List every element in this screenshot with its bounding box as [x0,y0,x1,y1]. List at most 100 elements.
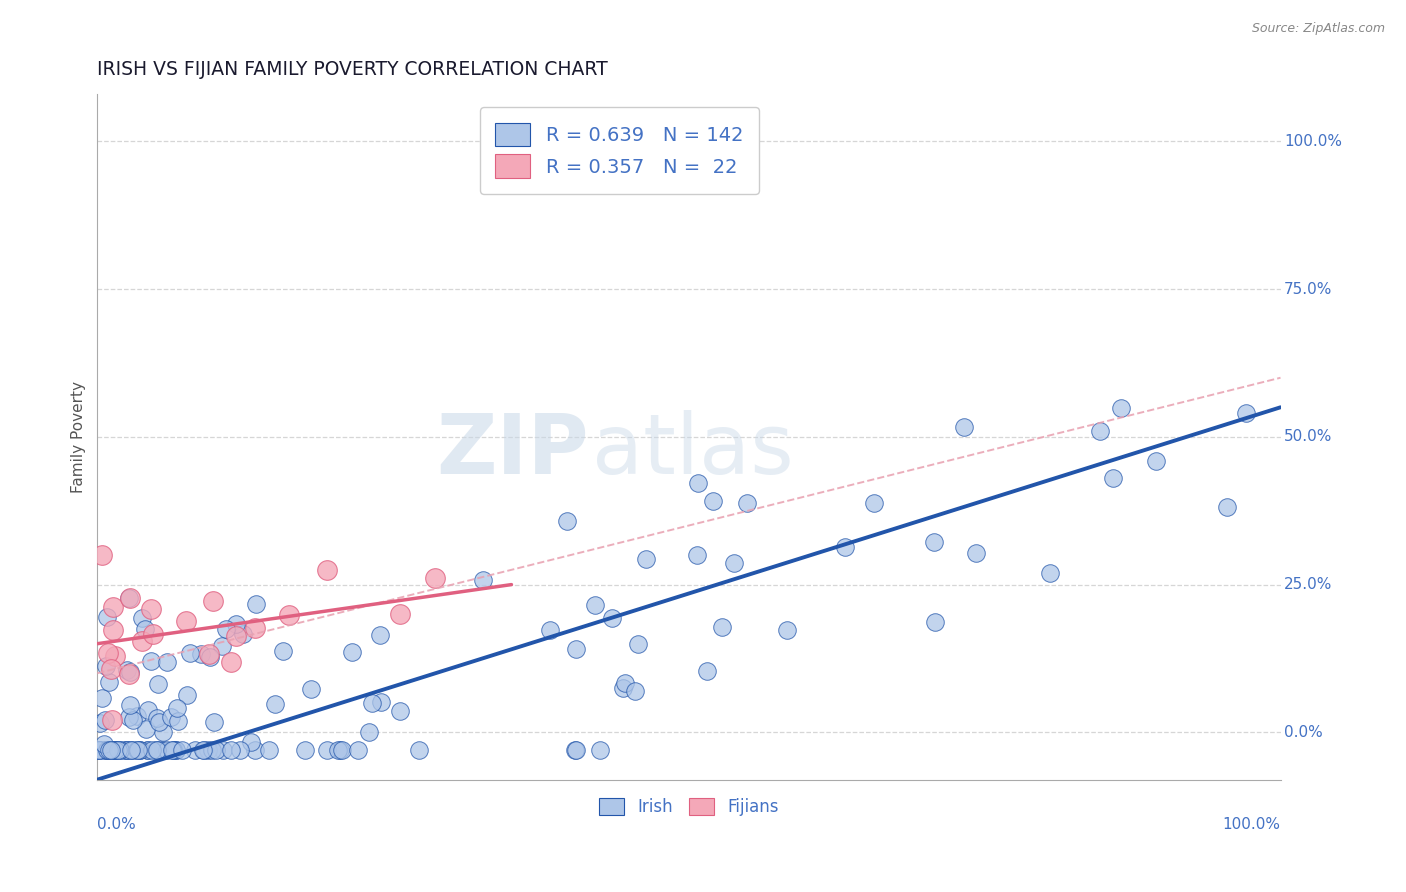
Point [1109,401,1132,416]
Point [243,621,266,635]
Point [922,534,945,549]
Point [245,743,267,757]
Point [97,743,120,757]
Point [141,743,163,757]
Point [357,725,380,739]
Point [104,743,127,757]
Point [328,743,350,757]
Point [198,647,221,661]
Point [156,655,179,669]
Point [202,715,225,730]
Point [97,646,120,660]
Text: Source: ZipAtlas.com: Source: ZipAtlas.com [1251,22,1385,36]
Point [600,611,623,625]
Point [564,743,586,757]
Point [115,743,138,757]
Text: IRISH VS FIJIAN FAMILY POVERTY CORRELATION CHART: IRISH VS FIJIAN FAMILY POVERTY CORRELATI… [97,60,609,78]
Point [118,710,141,724]
Point [696,665,718,679]
Point [93,737,115,751]
Point [193,743,215,757]
Point [924,615,946,629]
Point [219,655,242,669]
Point [91,690,114,705]
Point [145,743,167,757]
Point [167,714,190,729]
Point [104,648,127,663]
Point [583,598,606,612]
Point [277,607,299,622]
Point [135,722,157,736]
Point [148,714,170,729]
Point [408,743,430,757]
Point [340,645,363,659]
Point [965,545,987,559]
Point [240,735,263,749]
Point [219,743,242,757]
Point [118,666,141,681]
Point [87,743,110,757]
Text: 0.0%: 0.0% [1284,725,1323,739]
Point [316,743,339,757]
Point [134,623,156,637]
Point [370,695,392,709]
Point [96,743,118,757]
Point [330,743,353,757]
Point [118,591,141,606]
Point [212,743,235,757]
Point [612,681,634,696]
Point [125,708,148,723]
Point [118,665,141,679]
Point [108,743,131,757]
Point [197,743,219,757]
Point [271,644,294,658]
Point [127,743,149,757]
Text: 75.0%: 75.0% [1284,282,1333,296]
Point [229,743,252,757]
Point [118,698,141,712]
Point [110,743,132,757]
Legend: Irish, Fijians: Irish, Fijians [592,791,786,822]
Point [555,514,578,528]
Point [127,743,149,757]
Point [294,743,316,757]
Point [115,743,138,757]
Point [104,743,127,757]
Point [702,493,724,508]
Point [100,743,122,757]
Point [624,684,647,698]
Point [121,713,143,727]
Point [162,743,184,757]
Point [299,681,322,696]
Point [100,713,122,727]
Y-axis label: Family Poverty: Family Poverty [72,381,86,493]
Point [232,626,254,640]
Point [170,743,193,757]
Point [834,540,856,554]
Point [179,646,201,660]
Point [201,743,224,757]
Point [735,496,758,510]
Point [107,743,129,757]
Point [136,703,159,717]
Point [156,743,179,757]
Point [565,743,588,757]
Point [423,571,446,585]
Point [166,701,188,715]
Point [101,623,124,637]
Point [141,602,163,616]
Point [96,743,118,757]
Point [225,616,247,631]
Point [1234,406,1257,420]
Point [98,674,121,689]
Point [148,677,170,691]
Point [263,698,285,712]
Point [388,607,411,621]
Point [91,743,114,757]
Point [87,743,110,757]
Point [139,654,162,668]
Point [165,743,187,757]
Point [152,743,174,757]
Point [347,743,370,757]
Text: atlas: atlas [592,410,793,491]
